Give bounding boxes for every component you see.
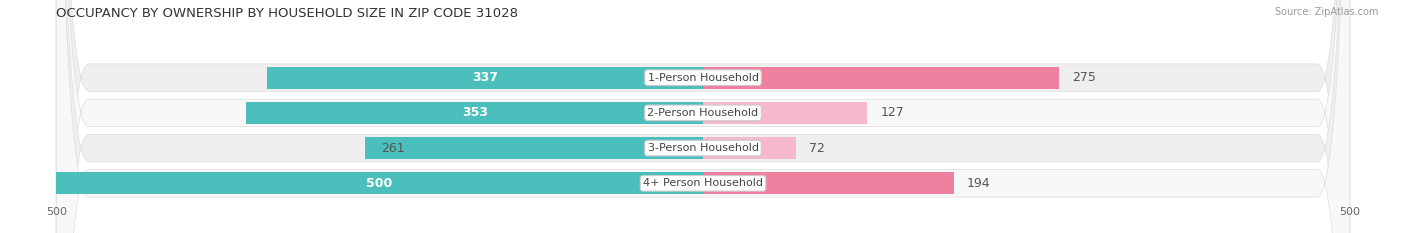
Text: 275: 275 xyxy=(1071,71,1095,84)
Text: 500: 500 xyxy=(367,177,392,190)
Text: 3-Person Household: 3-Person Household xyxy=(648,143,758,153)
Text: 72: 72 xyxy=(808,142,825,155)
FancyBboxPatch shape xyxy=(56,0,1350,233)
FancyBboxPatch shape xyxy=(56,0,1350,233)
FancyBboxPatch shape xyxy=(56,0,1350,233)
Bar xyxy=(267,67,703,89)
Bar xyxy=(703,102,868,124)
Bar xyxy=(703,137,796,159)
Text: 2-Person Household: 2-Person Household xyxy=(647,108,759,118)
Text: 261: 261 xyxy=(381,142,405,155)
Text: 127: 127 xyxy=(880,106,904,119)
Bar xyxy=(246,102,703,124)
Bar xyxy=(703,67,1059,89)
Text: OCCUPANCY BY OWNERSHIP BY HOUSEHOLD SIZE IN ZIP CODE 31028: OCCUPANCY BY OWNERSHIP BY HOUSEHOLD SIZE… xyxy=(56,7,519,20)
Text: 4+ Person Household: 4+ Person Household xyxy=(643,178,763,188)
Bar xyxy=(703,172,953,194)
Text: 194: 194 xyxy=(967,177,990,190)
Text: 1-Person Household: 1-Person Household xyxy=(648,73,758,83)
Text: 337: 337 xyxy=(472,71,498,84)
Bar xyxy=(366,137,703,159)
Text: Source: ZipAtlas.com: Source: ZipAtlas.com xyxy=(1274,7,1378,17)
Text: 353: 353 xyxy=(461,106,488,119)
FancyBboxPatch shape xyxy=(56,0,1350,233)
Bar xyxy=(56,172,703,194)
